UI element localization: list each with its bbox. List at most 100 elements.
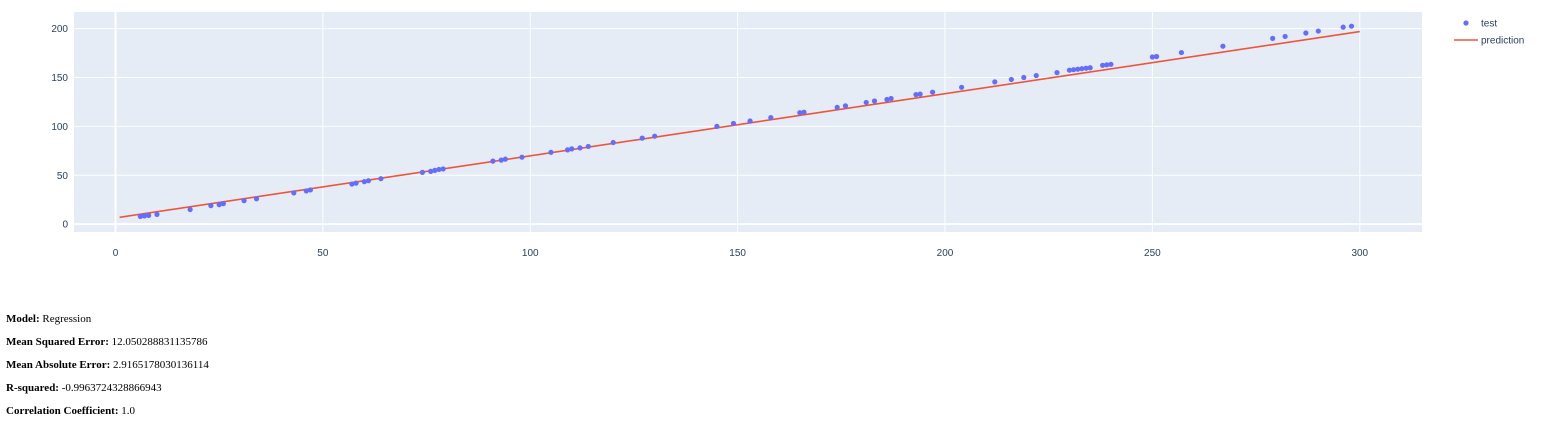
test-point (241, 198, 247, 204)
test-point (1282, 33, 1288, 40)
test-point (1021, 74, 1027, 81)
metric-label: Mean Absolute Error: (6, 359, 111, 371)
legend-prediction-label: prediction (1481, 36, 1524, 47)
test-point (432, 167, 438, 173)
test-point (1303, 30, 1309, 36)
test-point (747, 118, 753, 124)
test-point (730, 120, 737, 127)
test-point (349, 181, 355, 187)
metric-r-squared: R-squared: -0.9963724328866943 (6, 381, 209, 404)
metric-label: Mean Squared Error: (6, 336, 109, 348)
test-point (1348, 23, 1355, 29)
test-point (1054, 70, 1060, 76)
test-point (714, 123, 720, 129)
test-point (1104, 62, 1110, 68)
test-point (652, 133, 658, 139)
test-point (797, 110, 803, 116)
metric-value: 12.050288831135786 (111, 336, 208, 348)
test-point (917, 91, 923, 97)
test-point (253, 196, 260, 202)
test-point (842, 103, 849, 109)
x-tick-label: 0 (113, 248, 119, 259)
legend-item-test[interactable]: test (1463, 19, 1497, 30)
metric-value: -0.9963724328866943 (61, 382, 162, 394)
metric-value: 2.9165178030136114 (113, 359, 209, 371)
test-point (564, 147, 571, 153)
test-point (871, 98, 878, 104)
test-point (419, 169, 426, 175)
test-point (154, 211, 160, 217)
prediction-line-layer (119, 30, 1360, 219)
test-point (888, 95, 894, 102)
test-point (639, 135, 645, 141)
metric-value: Regression (42, 313, 92, 325)
test-point (378, 176, 384, 182)
y-tick-label: 0 (62, 220, 68, 231)
test-point (1008, 76, 1014, 83)
test-point (913, 92, 919, 98)
metric-mse: Mean Squared Error: 12.050288831135786 (6, 335, 209, 358)
y-tick-label: 150 (51, 73, 68, 84)
test-point (353, 180, 359, 186)
test-point (1079, 66, 1085, 72)
test-point (146, 212, 152, 218)
test-point (1066, 67, 1073, 73)
test-point (610, 139, 616, 146)
test-point (884, 96, 890, 103)
metric-value: 1.0 (121, 405, 136, 417)
grid-lines (74, 12, 1422, 232)
test-point (801, 109, 807, 115)
test-point (361, 179, 367, 185)
test-point (548, 149, 554, 155)
test-point (519, 154, 525, 160)
metric-label: Model: (6, 313, 40, 325)
y-tick-label: 200 (51, 24, 68, 35)
x-tick-label: 300 (1351, 248, 1368, 259)
test-point (137, 213, 143, 219)
metrics-panel: Model: Regression Mean Squared Error: 12… (6, 312, 209, 427)
test-point (440, 166, 446, 172)
test-point (1153, 53, 1160, 60)
metric-label: R-squared: (6, 382, 59, 394)
test-point (502, 156, 508, 162)
test-point (1178, 49, 1185, 56)
test-point (959, 84, 965, 90)
test-point (577, 145, 583, 151)
test-point (365, 178, 372, 184)
test-point (220, 201, 226, 207)
x-tick-label: 250 (1144, 248, 1161, 259)
test-point (1149, 54, 1155, 60)
test-point (992, 79, 998, 85)
test-point (863, 99, 869, 106)
test-point (303, 188, 309, 194)
metric-model: Model: Regression (6, 312, 209, 335)
test-point (569, 146, 575, 152)
test-point (1033, 72, 1039, 79)
x-tick-label: 200 (937, 248, 954, 259)
x-tick-label: 150 (729, 248, 746, 259)
test-point (216, 202, 222, 208)
metric-correlation: Correlation Coefficient: 1.0 (6, 404, 209, 427)
test-point (1083, 65, 1089, 71)
test-point (834, 104, 840, 110)
test-point (141, 213, 148, 219)
prediction-line (119, 30, 1360, 219)
test-point (490, 158, 496, 164)
test-point (1270, 35, 1276, 42)
test-point (929, 89, 936, 95)
test-point (436, 166, 442, 173)
test-point (1220, 43, 1226, 49)
test-point (291, 190, 297, 196)
test-point (1070, 67, 1077, 73)
x-tick-label: 50 (317, 248, 329, 259)
test-point (498, 157, 504, 163)
test-point (1315, 28, 1321, 34)
test-point (208, 203, 214, 209)
legend-test-label: test (1481, 19, 1497, 30)
test-point (768, 115, 774, 121)
legend-item-prediction[interactable]: prediction (1454, 36, 1524, 47)
test-point (1340, 24, 1346, 30)
metric-mae: Mean Absolute Error: 2.9165178030136114 (6, 358, 209, 381)
test-point (1087, 65, 1093, 71)
legend-test-marker (1463, 20, 1469, 26)
